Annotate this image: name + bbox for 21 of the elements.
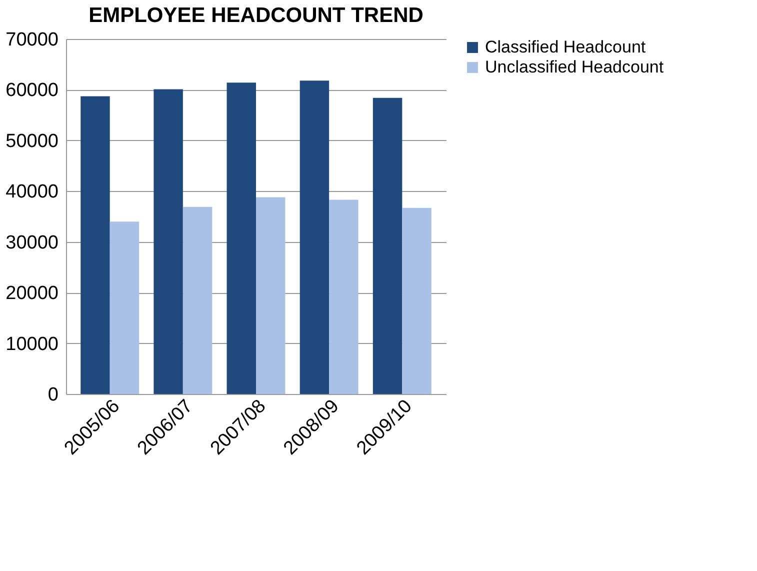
y-tick-label: 40000 [6,182,58,203]
bar [402,208,432,394]
bar [329,200,358,394]
bar [110,222,140,394]
bar [80,96,110,394]
y-tick-label: 50000 [6,130,58,152]
bar [372,98,402,394]
bar [154,89,183,394]
y-tick-label: 20000 [6,283,58,304]
legend-label: Unclassified Headcount [485,58,664,76]
bar [182,206,212,394]
y-tick-label: 60000 [6,80,58,102]
y-tick-label: 0 [48,384,58,406]
legend-label: Classified Headcount [485,38,646,56]
bar [256,197,286,394]
chart-title: EMPLOYEE HEADCOUNT TREND [88,4,424,27]
bar [226,82,256,394]
y-tick-label: 10000 [6,334,58,355]
y-tick-label: 30000 [6,232,58,254]
y-tick-label: 70000 [6,30,58,50]
bar [300,80,330,394]
